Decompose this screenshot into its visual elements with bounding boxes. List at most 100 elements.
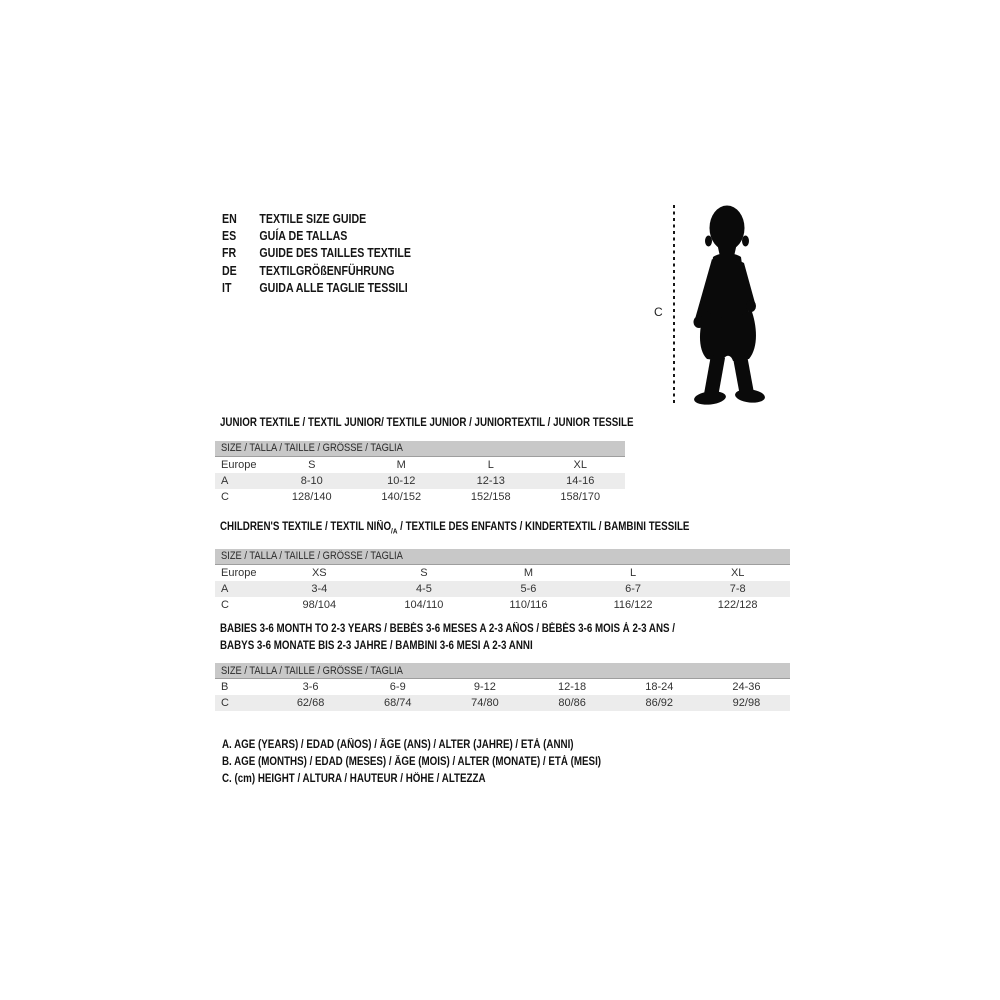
language-row: FR GUIDE DES TAILLES TEXTILE: [222, 245, 411, 262]
size-cell: 3-6: [302, 681, 319, 693]
size-header-bar: SIZE / TALLA / TAILLE / GRÖSSE / TAGLIA: [215, 663, 790, 679]
size-table-section: CHILDREN'S TEXTILE / TEXTIL NIÑO/A / TEX…: [215, 519, 790, 613]
row-label: B: [221, 681, 229, 693]
size-table-section: BABIES 3-6 MONTH TO 2-3 YEARS / BEBÉS 3-…: [215, 621, 790, 711]
table-title-text: JUNIOR TEXTILE / TEXTIL JUNIOR/ TEXTILE …: [220, 417, 634, 429]
toddler-silhouette-icon: [693, 205, 765, 405]
table-title-line: BABIES 3-6 MONTH TO 2-3 YEARS / BEBÉS 3-…: [220, 621, 705, 638]
size-cell: 5-6: [520, 582, 537, 595]
height-dimension-label: C: [654, 305, 663, 319]
size-cell: 7-8: [729, 582, 746, 595]
table-title-text: BABYS 3-6 MONATE BIS 2-3 JAHRE / BAMBINI…: [220, 639, 533, 652]
language-code: EN: [222, 211, 237, 226]
language-title-list: EN TEXTILE SIZE GUIDE ES GUÍA DE TALLAS FR GU…: [222, 210, 444, 297]
size-header-label: SIZE / TALLA / TAILLE / GRÖSSE / TAGLIA: [221, 664, 403, 677]
size-cell: XS: [311, 566, 327, 579]
size-cell: 86/92: [645, 697, 674, 709]
table-title-text: / TEXTILE DES ENFANTS / KINDERTEXTIL / B…: [397, 521, 690, 533]
size-cell: XL: [730, 566, 745, 579]
size-cell: M: [523, 566, 534, 579]
row-label: C: [221, 490, 229, 503]
table-title-subscript: /A: [391, 526, 398, 536]
size-header-bar: SIZE / TALLA / TAILLE / GRÖSSE / TAGLIA: [215, 548, 790, 565]
table-row: A 8-10 10-12 12-13 14-16: [215, 472, 625, 489]
legend: A. AGE (YEARS) / EDAD (AÑOS) / ÂGE (ANS)…: [222, 737, 668, 788]
table-row: B 3-6 6-9 9-12 12-18 18-24 24-36: [215, 679, 790, 695]
size-header-bar: SIZE / TALLA / TAILLE / GRÖSSE / TAGLIA: [215, 440, 625, 457]
size-cell: L: [630, 566, 637, 579]
legend-line: B. AGE (MONTHS) / EDAD (MESES) / ÂGE (MO…: [222, 756, 602, 768]
language-row: EN TEXTILE SIZE GUIDE: [222, 210, 411, 227]
size-cell: L: [487, 458, 494, 471]
language-title: TEXTILGRÖßENFÜHRUNG: [259, 263, 395, 278]
table-title-line: CHILDREN'S TEXTILE / TEXTIL NIÑO/A / TEX…: [220, 519, 705, 540]
size-cell: 12-18: [558, 681, 587, 693]
table-row: Europe XS S M L XL: [215, 565, 790, 581]
size-cell: 92/98: [732, 697, 761, 709]
size-cell: 74/80: [471, 697, 499, 709]
size-cell: 158/170: [560, 490, 601, 503]
size-cell: 10-12: [387, 474, 416, 487]
table-title-text: CHILDREN'S TEXTILE / TEXTIL NIÑO: [220, 521, 392, 533]
size-header-label: SIZE / TALLA / TAILLE / GRÖSSE / TAGLIA: [221, 550, 403, 563]
size-cell: 128/140: [291, 490, 332, 503]
language-title: GUIDE DES TAILLES TEXTILE: [259, 246, 411, 261]
size-cell: 110/116: [509, 598, 548, 611]
size-cell: 6-7: [625, 582, 642, 595]
language-row: ES GUÍA DE TALLAS: [222, 227, 411, 244]
size-cell: 9-12: [473, 681, 496, 693]
table-row: C 128/140 140/152 152/158 158/170: [215, 489, 625, 505]
size-header-label: SIZE / TALLA / TAILLE / GRÖSSE / TAGLIA: [221, 442, 403, 454]
language-code: IT: [222, 281, 232, 296]
language-title: GUIDA ALLE TAGLIE TESSILI: [259, 281, 408, 296]
table-title: JUNIOR TEXTILE / TEXTIL JUNIOR/ TEXTILE …: [220, 415, 634, 432]
table-rows: Europe XS S M L XL A 3-4 4-5 5-6 6-7 7-8 C 98/104 104/…: [215, 565, 790, 613]
size-cell: 116/122: [613, 598, 653, 611]
table-row: A 3-4 4-5 5-6 6-7 7-8: [215, 580, 790, 597]
size-cell: 6-9: [389, 681, 406, 693]
language-row: DE TEXTILGRÖßENFÜHRUNG: [222, 262, 411, 279]
size-cell: XL: [573, 458, 587, 471]
row-label: Europe: [221, 458, 257, 471]
size-cell: S: [420, 566, 428, 579]
row-label: A: [221, 582, 229, 595]
table-row: C 62/68 68/74 74/80 80/86 86/92 92/98: [215, 695, 790, 711]
table-rows: B 3-6 6-9 9-12 12-18 18-24 24-36 C 62/68 68/74 74/…: [215, 679, 790, 711]
table-title-line: BABYS 3-6 MONATE BIS 2-3 JAHRE / BAMBINI…: [220, 638, 705, 655]
row-label: Europe: [221, 566, 257, 579]
language-row: IT GUIDA ALLE TAGLIE TESSILI: [222, 280, 411, 297]
language-code: FR: [222, 246, 237, 261]
size-table-section: JUNIOR TEXTILE / TEXTIL JUNIOR/ TEXTILE …: [215, 415, 634, 505]
row-label: C: [221, 697, 229, 709]
size-cell: 12-13: [476, 474, 505, 487]
table-rows: Europe S M L XL A 8-10 10-12 12-13 14-16 C 128/140 1…: [215, 457, 625, 505]
row-label: C: [221, 598, 229, 611]
legend-line: A. AGE (YEARS) / EDAD (AÑOS) / ÂGE (ANS)…: [222, 739, 574, 751]
language-title: GUÍA DE TALLAS: [259, 229, 348, 244]
table-row: C 98/104 104/110 110/116 116/122 122/128: [215, 597, 790, 613]
size-cell: 8-10: [300, 474, 323, 487]
size-cell: 104/110: [404, 598, 444, 611]
size-cell: 68/74: [383, 697, 412, 709]
language-code: DE: [222, 263, 237, 278]
size-cell: 62/68: [296, 697, 325, 709]
size-cell: M: [396, 458, 406, 471]
size-cell: 4-5: [415, 582, 432, 595]
size-cell: 140/152: [381, 490, 422, 503]
table-title-line: JUNIOR TEXTILE / TEXTIL JUNIOR/ TEXTILE …: [220, 415, 634, 432]
table-title: CHILDREN'S TEXTILE / TEXTIL NIÑO/A / TEX…: [220, 519, 705, 540]
table-title-text: BABIES 3-6 MONTH TO 2-3 YEARS / BEBÉS 3-…: [220, 623, 676, 635]
height-dimension-line: [673, 205, 675, 406]
size-cell: 14-16: [566, 474, 595, 487]
size-cell: 152/158: [470, 490, 511, 503]
row-label: A: [221, 474, 229, 487]
language-code: ES: [222, 229, 237, 244]
size-cell: 24-36: [732, 681, 761, 693]
size-cell: 98/104: [302, 598, 337, 611]
size-cell: 80/86: [558, 697, 586, 709]
size-cell: 3-4: [311, 582, 328, 595]
size-cell: S: [308, 458, 316, 471]
size-cell: 122/128: [717, 598, 758, 611]
table-title: BABIES 3-6 MONTH TO 2-3 YEARS / BEBÉS 3-…: [220, 621, 705, 654]
